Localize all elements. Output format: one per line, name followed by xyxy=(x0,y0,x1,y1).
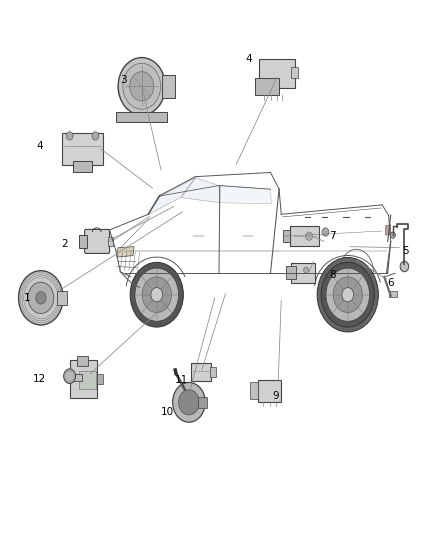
Text: 7: 7 xyxy=(329,231,336,241)
Circle shape xyxy=(306,232,313,240)
Circle shape xyxy=(118,58,166,115)
FancyBboxPatch shape xyxy=(389,290,397,297)
Circle shape xyxy=(326,268,370,321)
FancyBboxPatch shape xyxy=(290,227,319,246)
FancyBboxPatch shape xyxy=(251,383,258,399)
Text: 1: 1 xyxy=(23,293,30,303)
Polygon shape xyxy=(181,177,220,203)
FancyBboxPatch shape xyxy=(85,229,110,254)
FancyBboxPatch shape xyxy=(162,75,175,98)
FancyBboxPatch shape xyxy=(198,397,207,408)
Text: 2: 2 xyxy=(61,239,68,249)
Text: 5: 5 xyxy=(403,246,409,256)
Circle shape xyxy=(179,390,199,415)
Circle shape xyxy=(142,277,171,312)
Circle shape xyxy=(130,262,184,327)
FancyBboxPatch shape xyxy=(79,235,87,248)
FancyBboxPatch shape xyxy=(97,374,103,384)
FancyBboxPatch shape xyxy=(191,363,211,381)
Circle shape xyxy=(322,228,329,236)
Circle shape xyxy=(135,268,179,321)
Circle shape xyxy=(342,288,353,302)
Circle shape xyxy=(130,71,154,101)
Circle shape xyxy=(36,292,46,304)
FancyBboxPatch shape xyxy=(80,371,96,389)
FancyBboxPatch shape xyxy=(73,161,92,173)
Text: 4: 4 xyxy=(37,141,43,151)
Circle shape xyxy=(92,132,99,140)
Polygon shape xyxy=(219,185,272,204)
Circle shape xyxy=(66,132,73,140)
FancyBboxPatch shape xyxy=(71,374,81,382)
Text: 11: 11 xyxy=(175,375,188,385)
FancyBboxPatch shape xyxy=(116,112,167,122)
Text: 6: 6 xyxy=(387,278,394,288)
FancyBboxPatch shape xyxy=(210,367,216,377)
Circle shape xyxy=(28,282,54,313)
Polygon shape xyxy=(117,247,134,257)
Circle shape xyxy=(304,267,309,273)
Circle shape xyxy=(64,369,76,384)
Circle shape xyxy=(317,257,378,332)
Polygon shape xyxy=(385,225,391,235)
FancyBboxPatch shape xyxy=(283,230,290,243)
Text: 9: 9 xyxy=(273,391,279,400)
Circle shape xyxy=(151,288,162,302)
FancyBboxPatch shape xyxy=(286,266,296,279)
FancyBboxPatch shape xyxy=(71,360,97,398)
Text: 4: 4 xyxy=(246,54,252,63)
Circle shape xyxy=(123,63,161,109)
Circle shape xyxy=(400,261,409,272)
FancyBboxPatch shape xyxy=(78,357,88,366)
FancyBboxPatch shape xyxy=(108,237,113,246)
Circle shape xyxy=(321,262,374,327)
Text: 3: 3 xyxy=(120,75,127,85)
Text: 12: 12 xyxy=(33,374,46,384)
Circle shape xyxy=(333,277,362,312)
Circle shape xyxy=(173,383,205,422)
FancyBboxPatch shape xyxy=(57,290,67,305)
FancyBboxPatch shape xyxy=(62,133,103,165)
FancyBboxPatch shape xyxy=(255,78,279,95)
Text: 8: 8 xyxy=(329,270,336,280)
FancyBboxPatch shape xyxy=(259,59,295,87)
Polygon shape xyxy=(149,177,195,214)
Circle shape xyxy=(390,232,396,238)
Circle shape xyxy=(18,271,63,325)
FancyBboxPatch shape xyxy=(291,263,314,282)
FancyBboxPatch shape xyxy=(291,67,298,78)
FancyBboxPatch shape xyxy=(258,380,282,402)
Text: 10: 10 xyxy=(161,407,174,417)
